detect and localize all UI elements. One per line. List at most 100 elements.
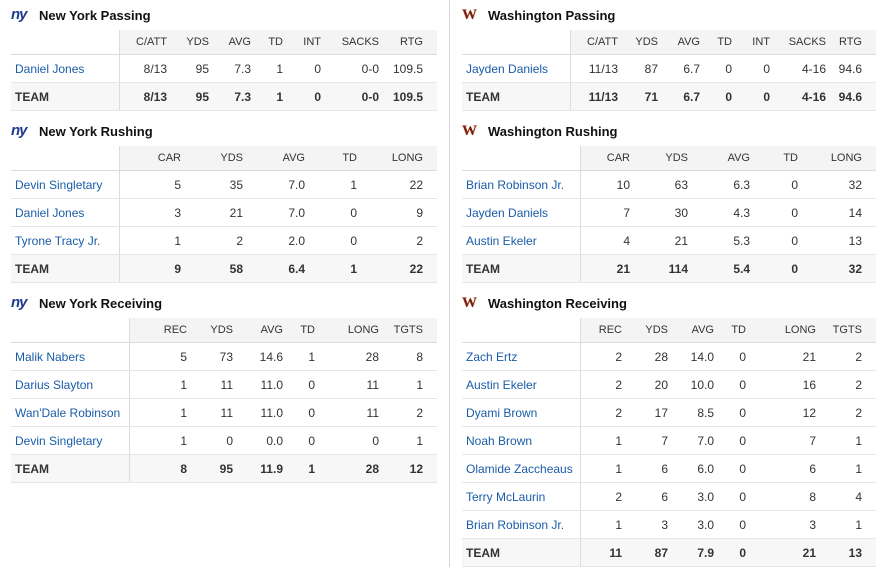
stat-cell: 3 [622, 510, 668, 539]
stat-cell: 0 [714, 510, 746, 539]
stat-cell: 4.3 [688, 198, 750, 227]
stat-cell: 9 [357, 198, 437, 227]
player-link[interactable]: Dyami Brown [462, 398, 580, 427]
player-link[interactable]: Brian Robinson Jr. [462, 510, 580, 539]
team-row: TEAM 11 87 7.9 0 21 13 [462, 538, 876, 567]
col-header: RTG [826, 30, 876, 55]
stat-cell: 1 [379, 370, 437, 399]
stat-cell: 0 [750, 170, 798, 199]
stat-cell: 1 [579, 454, 622, 483]
player-link[interactable]: Terry McLaurin [462, 482, 580, 511]
stat-cell: 63 [630, 170, 688, 199]
stat-cell: 6.7 [658, 82, 700, 111]
stat-cell: 0 [714, 342, 746, 371]
player-link[interactable]: Daniel Jones [11, 198, 119, 227]
table-row: Darius Slayton 1 11 11.0 0 11 1 [11, 370, 437, 399]
stat-cell: 0 [714, 482, 746, 511]
stat-cell: 1 [251, 82, 283, 111]
col-header: TD [283, 318, 315, 343]
stat-cell: 8 [128, 454, 187, 483]
stat-cell: 28 [622, 342, 668, 371]
table-row: Brian Robinson Jr. 1 3 3.0 0 3 1 [462, 510, 876, 539]
player-link[interactable]: Austin Ekeler [462, 226, 580, 255]
col-header: TD [251, 30, 283, 55]
col-header: AVG [668, 318, 714, 343]
table-row: Austin Ekeler 4 21 5.3 0 13 [462, 226, 876, 255]
stat-cell: 1 [128, 426, 187, 455]
stat-cell: 0 [714, 538, 746, 567]
stat-cell: 0 [305, 226, 357, 255]
stat-cell: 8/13 [118, 54, 167, 83]
stat-cell: 1 [816, 454, 876, 483]
player-link[interactable]: Jayden Daniels [462, 198, 580, 227]
stat-cell: 22 [357, 170, 437, 199]
stat-cell: 6.7 [658, 54, 700, 83]
table-row: Terry McLaurin 2 6 3.0 0 8 4 [462, 482, 876, 511]
stat-cell: 0 [283, 426, 315, 455]
stat-cell: 35 [181, 170, 243, 199]
player-link[interactable]: Malik Nabers [11, 342, 129, 371]
table-row: Devin Singletary 5 35 7.0 1 22 [11, 170, 437, 199]
commanders-logo-icon: W [462, 7, 477, 23]
player-link[interactable]: Brian Robinson Jr. [462, 170, 580, 199]
table-row: Malik Nabers 5 73 14.6 1 28 8 [11, 342, 437, 371]
stat-cell: 11/13 [569, 82, 618, 111]
giants-logo-icon: ny [11, 6, 28, 23]
stat-cell: 6 [622, 482, 668, 511]
stat-cell: 73 [187, 342, 233, 371]
player-link[interactable]: Wan'Dale Robinson [11, 398, 129, 427]
player-link[interactable]: Tyrone Tracy Jr. [11, 226, 119, 255]
stat-cell: 21 [746, 538, 816, 567]
player-link[interactable]: Devin Singletary [11, 426, 129, 455]
stat-cell: 0 [714, 426, 746, 455]
col-header: YDS [618, 30, 658, 55]
stat-cell: 11.0 [233, 370, 283, 399]
stat-cell: 0 [283, 398, 315, 427]
stat-cell: 11 [187, 398, 233, 427]
stat-cell: 1 [305, 170, 357, 199]
team-row: TEAM 11/13 71 6.7 0 0 4-16 94.6 [462, 82, 876, 111]
player-link[interactable]: Zach Ertz [462, 342, 580, 371]
stat-cell: 2 [181, 226, 243, 255]
stat-cell: 95 [167, 82, 209, 111]
stat-cell: 0 [732, 82, 770, 111]
stat-cell: 10 [579, 170, 630, 199]
was-rushing-section: W Washington Rushing CAR YDS AVG TD LONG… [462, 116, 876, 283]
stat-cell: 58 [181, 254, 243, 283]
player-link[interactable]: Austin Ekeler [462, 370, 580, 399]
stat-cell: 6 [746, 454, 816, 483]
commanders-logo-icon: W [462, 123, 477, 139]
stat-cell: 1 [118, 226, 181, 255]
col-header: AVG [243, 146, 305, 171]
stat-cell: 1 [128, 398, 187, 427]
stat-cell: 1 [251, 54, 283, 83]
col-header: SACKS [770, 30, 826, 55]
player-link[interactable]: Devin Singletary [11, 170, 119, 199]
player-link[interactable]: Jayden Daniels [462, 54, 570, 83]
player-link[interactable]: Darius Slayton [11, 370, 129, 399]
stat-cell: 1 [128, 370, 187, 399]
stat-cell: 0 [283, 54, 321, 83]
stat-cell: 0 [700, 54, 732, 83]
player-link[interactable]: Noah Brown [462, 426, 580, 455]
player-link[interactable]: Daniel Jones [11, 54, 119, 83]
stat-cell: 7.9 [668, 538, 714, 567]
table-row: Daniel Jones 8/13 95 7.3 1 0 0-0 109.5 [11, 54, 437, 83]
col-header: LONG [357, 146, 437, 171]
stat-cell: 5.4 [688, 254, 750, 283]
player-link[interactable]: Olamide Zaccheaus [462, 454, 580, 483]
stat-cell: 0 [750, 198, 798, 227]
table-row: Tyrone Tracy Jr. 1 2 2.0 0 2 [11, 226, 437, 255]
stat-cell: 87 [618, 54, 658, 83]
stat-cell: 14 [798, 198, 876, 227]
stat-cell: 0 [187, 426, 233, 455]
stat-cell: 5 [128, 342, 187, 371]
stat-cell: 0 [700, 82, 732, 111]
stat-cell: 7 [622, 426, 668, 455]
col-header: AVG [688, 146, 750, 171]
stat-cell: 17 [622, 398, 668, 427]
stat-cell: 7 [746, 426, 816, 455]
stat-cell: 14.6 [233, 342, 283, 371]
table-row: Devin Singletary 1 0 0.0 0 0 1 [11, 426, 437, 455]
stat-cell: 6.0 [668, 454, 714, 483]
